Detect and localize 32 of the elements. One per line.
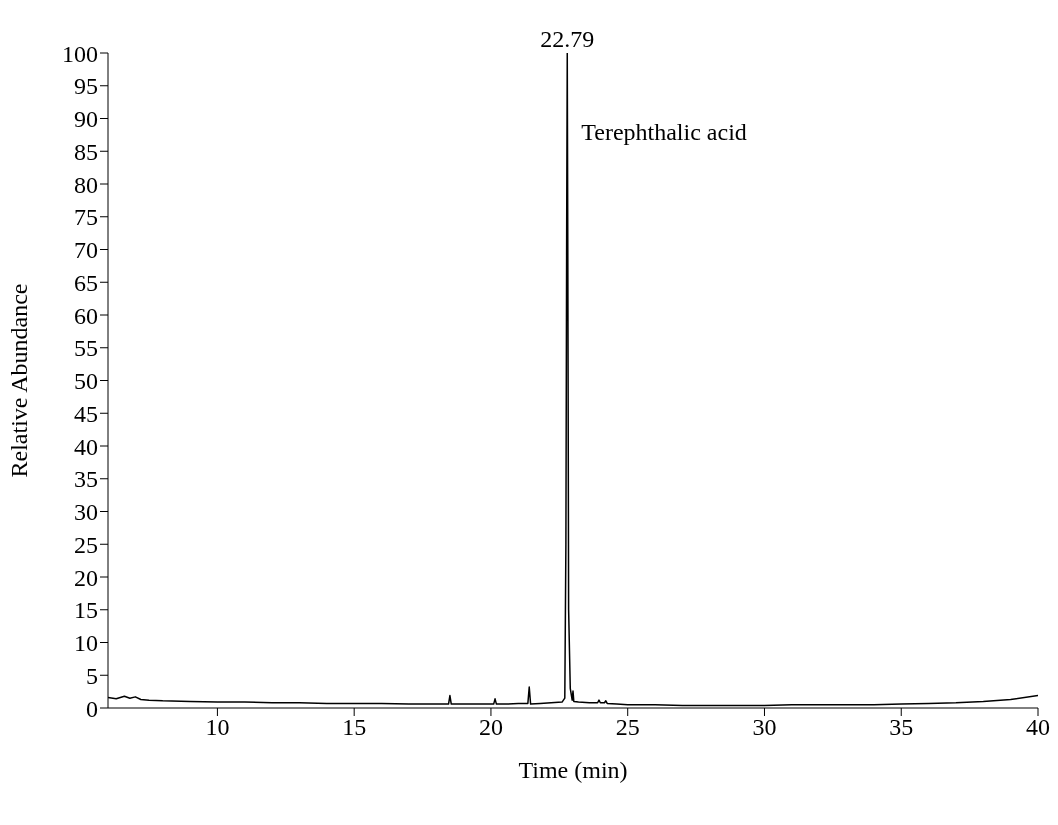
- y-tick-label: 95: [74, 73, 98, 100]
- y-tick-label: 100: [62, 40, 98, 67]
- x-tick-label: 10: [205, 714, 230, 741]
- y-tick-label: 5: [86, 662, 98, 689]
- y-tick-label: 60: [74, 302, 98, 329]
- y-axis-title: Relative Abundance: [5, 283, 32, 478]
- y-tick-label: 40: [74, 433, 98, 460]
- x-tick-label: 15: [342, 714, 367, 741]
- y-tick-label: 35: [74, 466, 98, 493]
- y-tick-label: 55: [74, 335, 98, 362]
- annotation: 22.79: [540, 26, 595, 52]
- x-tick-label: 25: [615, 714, 640, 741]
- y-tick-label: 80: [74, 171, 98, 198]
- y-tick-label: 45: [74, 400, 98, 427]
- x-tick-label: 35: [889, 714, 914, 741]
- x-tick-label: 40: [1026, 714, 1050, 741]
- y-tick-label: 75: [74, 204, 98, 231]
- y-tick-label: 85: [74, 138, 98, 165]
- y-tick-label: 90: [74, 106, 98, 133]
- y-tick-label: 15: [74, 597, 98, 624]
- y-tick-label: 25: [74, 531, 98, 558]
- y-tick-label: 65: [74, 269, 98, 296]
- y-tick-label: 0: [86, 695, 98, 722]
- x-tick-label: 20: [478, 714, 503, 741]
- y-tick-label: 30: [74, 499, 98, 526]
- y-tick-label: 70: [74, 237, 98, 264]
- y-tick-label: 10: [74, 630, 98, 657]
- x-axis-title: Time (min): [518, 757, 628, 783]
- y-tick-label: 20: [74, 564, 98, 591]
- annotation: Terephthalic acid: [581, 119, 747, 146]
- y-tick-label: 50: [74, 368, 98, 395]
- x-tick-label: 30: [752, 714, 777, 741]
